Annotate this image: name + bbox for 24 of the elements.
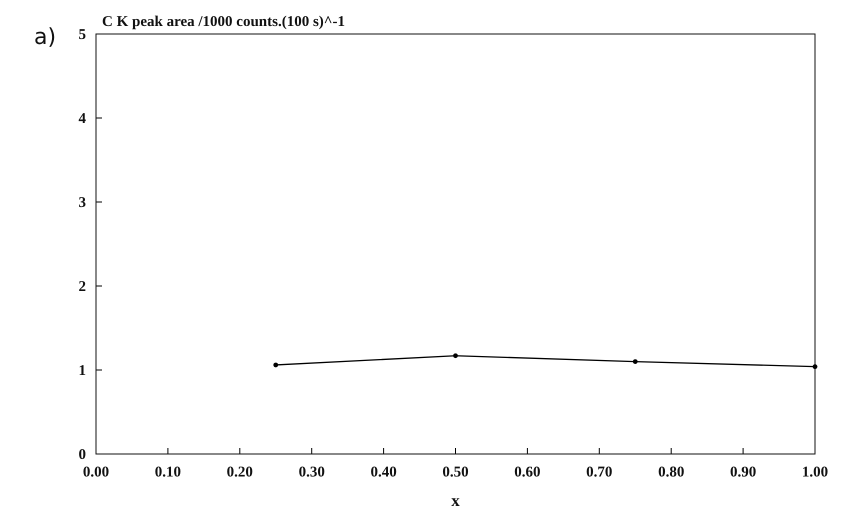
chart-title: C K peak area /1000 counts.(100 s)^-1: [102, 14, 346, 30]
x-tick-label: 0.50: [442, 464, 469, 481]
x-tick-label: 1.00: [802, 464, 828, 481]
x-tick-label: 0.10: [154, 464, 182, 481]
y-tick-label: 1: [78, 362, 86, 379]
text: a): [34, 25, 56, 50]
x-tick-label: 0.00: [82, 464, 110, 481]
point: [632, 359, 638, 364]
point: [273, 362, 278, 368]
x-tick-label: 0.90: [730, 464, 756, 481]
x-tick-label: 0.30: [298, 464, 325, 481]
y-tick-label: 3: [78, 194, 86, 211]
x-tick-label: 0.60: [514, 464, 541, 481]
x-tick-label: 0.80: [658, 464, 684, 481]
y-tick-label: 0: [78, 446, 86, 463]
x-tick-label: 0.70: [586, 464, 612, 481]
y-tick-label: 5: [78, 26, 86, 43]
point: [812, 364, 818, 370]
x-tick-label: 0.40: [370, 464, 397, 481]
y-tick-label: 2: [78, 278, 86, 295]
x-tick-label: 0.20: [226, 464, 253, 481]
y-tick-label: 4: [78, 110, 86, 127]
point: [453, 353, 458, 358]
x-axis-title: x: [451, 491, 460, 510]
